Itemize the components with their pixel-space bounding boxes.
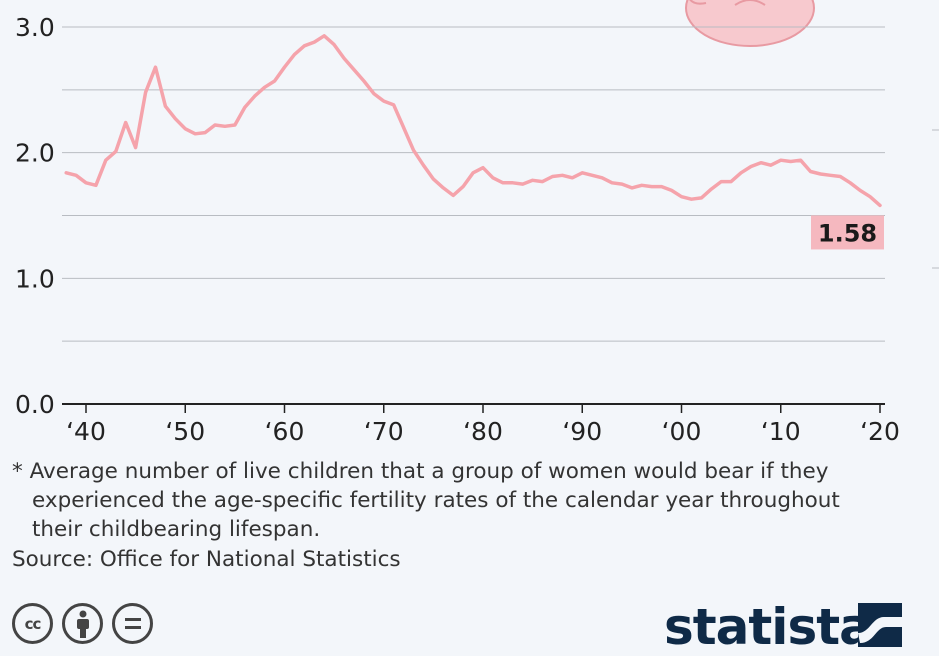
statista-logo[interactable]: statista <box>664 598 873 656</box>
y-tick-label: 3.0 <box>15 13 55 42</box>
y-tick-label: 2.0 <box>15 139 55 168</box>
x-tick-label: ‘40 <box>66 417 106 446</box>
x-tick-label: ‘80 <box>463 417 503 446</box>
no-derivatives-icon[interactable] <box>112 603 153 644</box>
attribution-icon[interactable] <box>62 603 103 644</box>
footnote-line-2: experienced the age-specific fertility r… <box>32 488 840 513</box>
x-tick-label: ‘00 <box>662 417 702 446</box>
y-axis: 0.0 1.0 2.0 3.0 <box>15 13 55 419</box>
grid-lines <box>62 26 885 342</box>
footnote-line-1: * Average number of live children that a… <box>12 459 829 484</box>
series-layer <box>64 34 882 208</box>
y-tick-label: 1.0 <box>15 264 55 293</box>
y-tick-label: 0.0 <box>15 390 55 419</box>
footnote-line-3: their childbearing lifespan. <box>32 517 321 542</box>
license-icons: cc <box>12 603 153 644</box>
fertility-rate-chart: 0.0 1.0 2.0 3.0 ‘40 ‘50 ‘60 ‘70 ‘80 ‘90 ‘00 ‘10 ‘20… <box>15 0 939 446</box>
x-axis: ‘40 ‘50 ‘60 ‘70 ‘80 ‘90 ‘00 ‘10 ‘20 <box>62 403 900 446</box>
series-line <box>64 34 882 208</box>
creative-commons-icon[interactable]: cc <box>12 603 53 644</box>
annotation-layer: 1.58 <box>811 215 884 250</box>
x-tick-label: ‘70 <box>364 417 404 446</box>
source-text: Source: Office for National Statistics <box>12 547 401 572</box>
value-label: 1.58 <box>818 219 877 247</box>
x-tick-label: ‘20 <box>860 417 900 446</box>
x-tick-label: ‘50 <box>165 417 205 446</box>
x-tick-label: ‘60 <box>265 417 305 446</box>
footnote: * Average number of live children that a… <box>12 457 892 544</box>
statista-logo-mark-icon <box>858 603 902 647</box>
x-tick-label: ‘90 <box>562 417 602 446</box>
x-tick-label: ‘10 <box>761 417 801 446</box>
value-label-bg <box>811 215 884 250</box>
decorative-illustration <box>685 0 815 47</box>
